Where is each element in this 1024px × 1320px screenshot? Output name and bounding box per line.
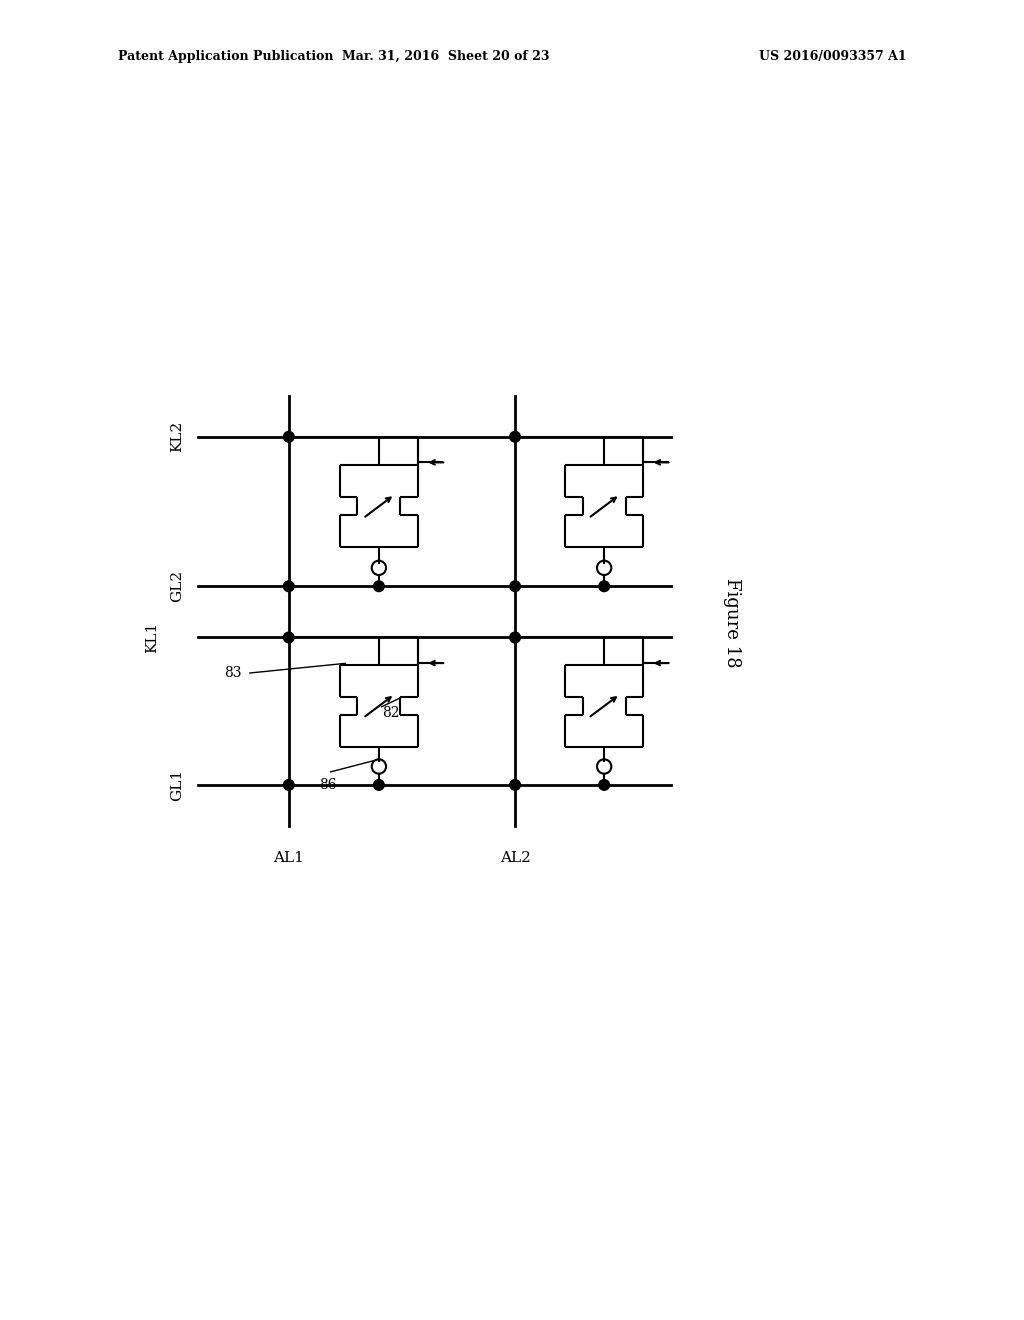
Text: GL1: GL1	[170, 768, 184, 801]
Text: GL2: GL2	[170, 570, 184, 602]
Circle shape	[510, 432, 520, 442]
Text: Mar. 31, 2016  Sheet 20 of 23: Mar. 31, 2016 Sheet 20 of 23	[342, 50, 549, 63]
Circle shape	[510, 632, 520, 643]
Circle shape	[374, 780, 384, 791]
Text: KL2: KL2	[170, 421, 184, 453]
Circle shape	[374, 581, 384, 591]
Text: 86: 86	[318, 777, 337, 792]
Circle shape	[284, 632, 294, 643]
Circle shape	[284, 780, 294, 791]
Text: KL1: KL1	[144, 622, 159, 653]
Text: AL1: AL1	[273, 851, 304, 866]
Text: 83: 83	[224, 667, 242, 680]
Circle shape	[510, 581, 520, 591]
Circle shape	[284, 432, 294, 442]
Text: US 2016/0093357 A1: US 2016/0093357 A1	[759, 50, 906, 63]
Text: Figure 18: Figure 18	[723, 578, 741, 668]
Circle shape	[510, 780, 520, 791]
Text: 82: 82	[382, 706, 399, 721]
Text: AL2: AL2	[500, 851, 530, 866]
Text: Patent Application Publication: Patent Application Publication	[118, 50, 333, 63]
Circle shape	[599, 581, 609, 591]
Circle shape	[599, 780, 609, 791]
Circle shape	[284, 581, 294, 591]
